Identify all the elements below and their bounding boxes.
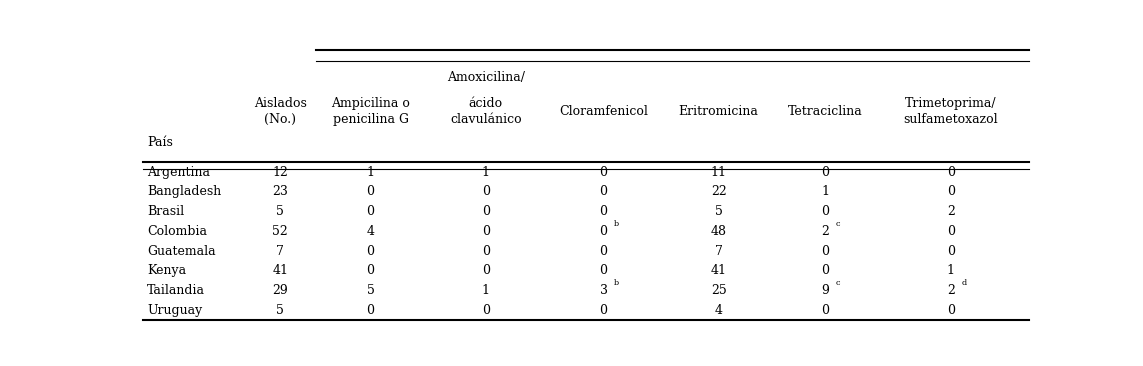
Text: 0: 0 — [367, 185, 375, 198]
Text: Bangladesh: Bangladesh — [147, 185, 222, 198]
Text: 1: 1 — [481, 166, 489, 179]
Text: 1: 1 — [821, 185, 829, 198]
Text: Trimetoprima/
sulfametoxazol: Trimetoprima/ sulfametoxazol — [903, 97, 998, 126]
Text: 0: 0 — [821, 264, 829, 277]
Text: Cloramfenicol: Cloramfenicol — [559, 105, 648, 118]
Text: 1: 1 — [481, 284, 489, 297]
Text: Argentina: Argentina — [147, 166, 210, 179]
Text: 0: 0 — [481, 264, 489, 277]
Text: 2: 2 — [946, 284, 954, 297]
Text: 0: 0 — [946, 225, 954, 238]
Text: Amoxicilina/: Amoxicilina/ — [447, 71, 525, 84]
Text: Uruguay: Uruguay — [147, 304, 202, 317]
Text: 0: 0 — [600, 225, 607, 238]
Text: ácido
clavulánico: ácido clavulánico — [450, 97, 521, 126]
Text: 0: 0 — [946, 185, 954, 198]
Text: 0: 0 — [821, 166, 829, 179]
Text: 0: 0 — [600, 166, 607, 179]
Text: 5: 5 — [714, 205, 722, 218]
Text: 0: 0 — [600, 185, 607, 198]
Text: Eritromicina: Eritromicina — [679, 105, 759, 118]
Text: 0: 0 — [600, 304, 607, 317]
Text: 23: 23 — [272, 185, 288, 198]
Text: 0: 0 — [481, 205, 489, 218]
Text: 7: 7 — [714, 244, 722, 258]
Text: 9: 9 — [821, 284, 829, 297]
Text: 29: 29 — [272, 284, 288, 297]
Text: Ampicilina o
penicilina G: Ampicilina o penicilina G — [331, 97, 410, 126]
Text: Aislados
(No.): Aislados (No.) — [254, 97, 306, 126]
Text: Guatemala: Guatemala — [147, 244, 216, 258]
Text: c: c — [836, 220, 840, 228]
Text: 0: 0 — [481, 225, 489, 238]
Text: 7: 7 — [277, 244, 285, 258]
Text: 0: 0 — [600, 205, 607, 218]
Text: 5: 5 — [277, 304, 285, 317]
Text: b: b — [614, 280, 620, 287]
Text: 0: 0 — [946, 166, 954, 179]
Text: 0: 0 — [367, 244, 375, 258]
Text: 22: 22 — [711, 185, 727, 198]
Text: 2: 2 — [946, 205, 954, 218]
Text: Brasil: Brasil — [147, 205, 184, 218]
Text: 0: 0 — [600, 244, 607, 258]
Text: 0: 0 — [821, 244, 829, 258]
Text: 25: 25 — [711, 284, 727, 297]
Text: 0: 0 — [946, 304, 954, 317]
Text: 0: 0 — [481, 244, 489, 258]
Text: Kenya: Kenya — [147, 264, 186, 277]
Text: 0: 0 — [821, 205, 829, 218]
Text: 3: 3 — [600, 284, 607, 297]
Text: 0: 0 — [821, 304, 829, 317]
Text: 5: 5 — [277, 205, 285, 218]
Text: 0: 0 — [367, 205, 375, 218]
Text: 52: 52 — [272, 225, 288, 238]
Text: 5: 5 — [367, 284, 375, 297]
Text: 4: 4 — [714, 304, 722, 317]
Text: Tailandia: Tailandia — [147, 284, 206, 297]
Text: 0: 0 — [481, 185, 489, 198]
Text: 11: 11 — [711, 166, 727, 179]
Text: 41: 41 — [711, 264, 727, 277]
Text: 4: 4 — [367, 225, 375, 238]
Text: 41: 41 — [272, 264, 288, 277]
Text: b: b — [614, 220, 620, 228]
Text: Tetraciclina: Tetraciclina — [788, 105, 862, 118]
Text: 0: 0 — [367, 304, 375, 317]
Text: 0: 0 — [946, 244, 954, 258]
Text: 12: 12 — [272, 166, 288, 179]
Text: 0: 0 — [600, 264, 607, 277]
Text: 1: 1 — [367, 166, 375, 179]
Text: Colombia: Colombia — [147, 225, 207, 238]
Text: c: c — [836, 280, 840, 287]
Text: 0: 0 — [481, 304, 489, 317]
Text: País: País — [147, 136, 174, 149]
Text: 1: 1 — [946, 264, 954, 277]
Text: 2: 2 — [821, 225, 829, 238]
Text: 0: 0 — [367, 264, 375, 277]
Text: d: d — [961, 280, 967, 287]
Text: 48: 48 — [711, 225, 727, 238]
